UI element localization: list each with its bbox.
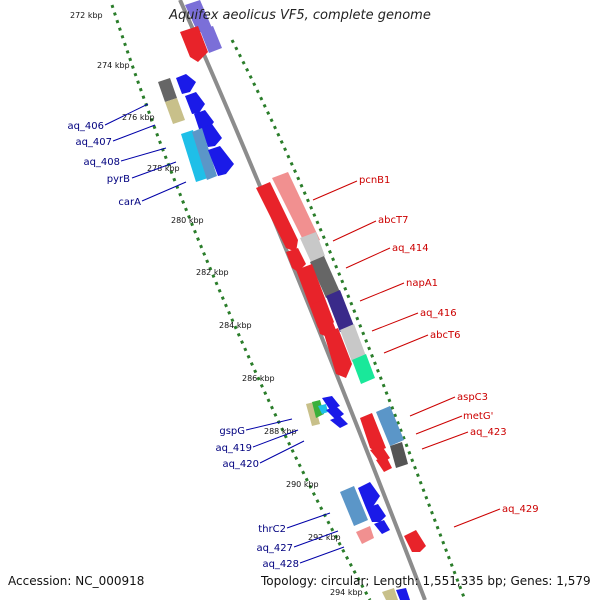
gene-label[interactable]: pyrB (107, 174, 130, 185)
reverse-labels: pcnB1 abcT7 aq_414 napA1 aq_416 abcT6 as… (359, 175, 539, 515)
reverse-genes-cluster-1 (256, 172, 375, 384)
gene-label[interactable]: aq_416 (420, 308, 457, 319)
gene-label[interactable]: aq_429 (502, 504, 539, 515)
gene-label[interactable]: aq_423 (470, 427, 507, 438)
kbp-labels: 272 kbp 274 kbp 276 kbp 278 kbp 280 kbp … (70, 11, 363, 597)
forward-genes-cluster-2 (306, 396, 348, 428)
forward-label-leaders (104, 103, 345, 564)
kbp-label: 276 kbp (122, 113, 155, 122)
gene-label[interactable]: pcnB1 (359, 175, 390, 186)
gene-label[interactable]: aspC3 (457, 392, 488, 403)
kbp-label: 282 kbp (196, 268, 229, 277)
gene-label[interactable]: aq_407 (75, 137, 112, 148)
forward-labels: aq_406 aq_407 aq_408 pyrB carA gspG aq_4… (67, 121, 299, 570)
reverse-label-leaders (312, 180, 501, 528)
kbp-label: 290 kbp (286, 480, 319, 489)
kbp-label: 286 kbp (242, 374, 275, 383)
kbp-label: 294 kbp (330, 588, 363, 597)
kbp-label: 278 kbp (147, 164, 180, 173)
topology-label: Topology: circular; Length: 1,551,335 bp… (261, 574, 591, 588)
gene-label[interactable]: abcT7 (378, 215, 408, 226)
gene-label[interactable]: napA1 (406, 278, 438, 289)
inner-tick-ring (110, 4, 372, 600)
forward-genes-cluster-1 (158, 74, 234, 182)
gene-label[interactable]: aq_408 (83, 157, 120, 168)
kbp-label: 280 kbp (171, 216, 204, 225)
kbp-label: 272 kbp (70, 11, 103, 20)
gene-label[interactable]: aq_419 (215, 443, 252, 454)
gene-label[interactable]: aq_428 (262, 559, 299, 570)
accession-label: Accession: NC_000918 (8, 574, 145, 588)
gene-label[interactable]: aq_406 (67, 121, 104, 132)
kbp-label: 292 kbp (308, 533, 341, 542)
gene-label[interactable]: aq_427 (256, 543, 293, 554)
kbp-label: 288 kbp (264, 427, 297, 436)
gene-label[interactable]: aq_414 (392, 243, 429, 254)
gene-blocks-top (180, 0, 222, 62)
gene-label[interactable]: metG' (463, 411, 493, 422)
gene-label[interactable]: abcT6 (430, 330, 460, 341)
gene-label[interactable]: gspG (219, 426, 245, 437)
gene-label[interactable]: aq_420 (222, 459, 259, 470)
forward-genes-cluster-3 (340, 482, 390, 544)
genome-backbone (178, 0, 427, 600)
kbp-label: 274 kbp (97, 61, 130, 70)
gene-label[interactable]: thrC2 (258, 524, 286, 535)
map-title: Aquifex aeolicus VF5, complete genome (169, 8, 431, 23)
reverse-genes-cluster-2 (360, 406, 408, 472)
outer-tick-ring (230, 39, 467, 600)
kbp-label: 284 kbp (219, 321, 252, 330)
gene-label[interactable]: carA (118, 197, 141, 208)
reverse-genes-cluster-3 (382, 530, 426, 600)
